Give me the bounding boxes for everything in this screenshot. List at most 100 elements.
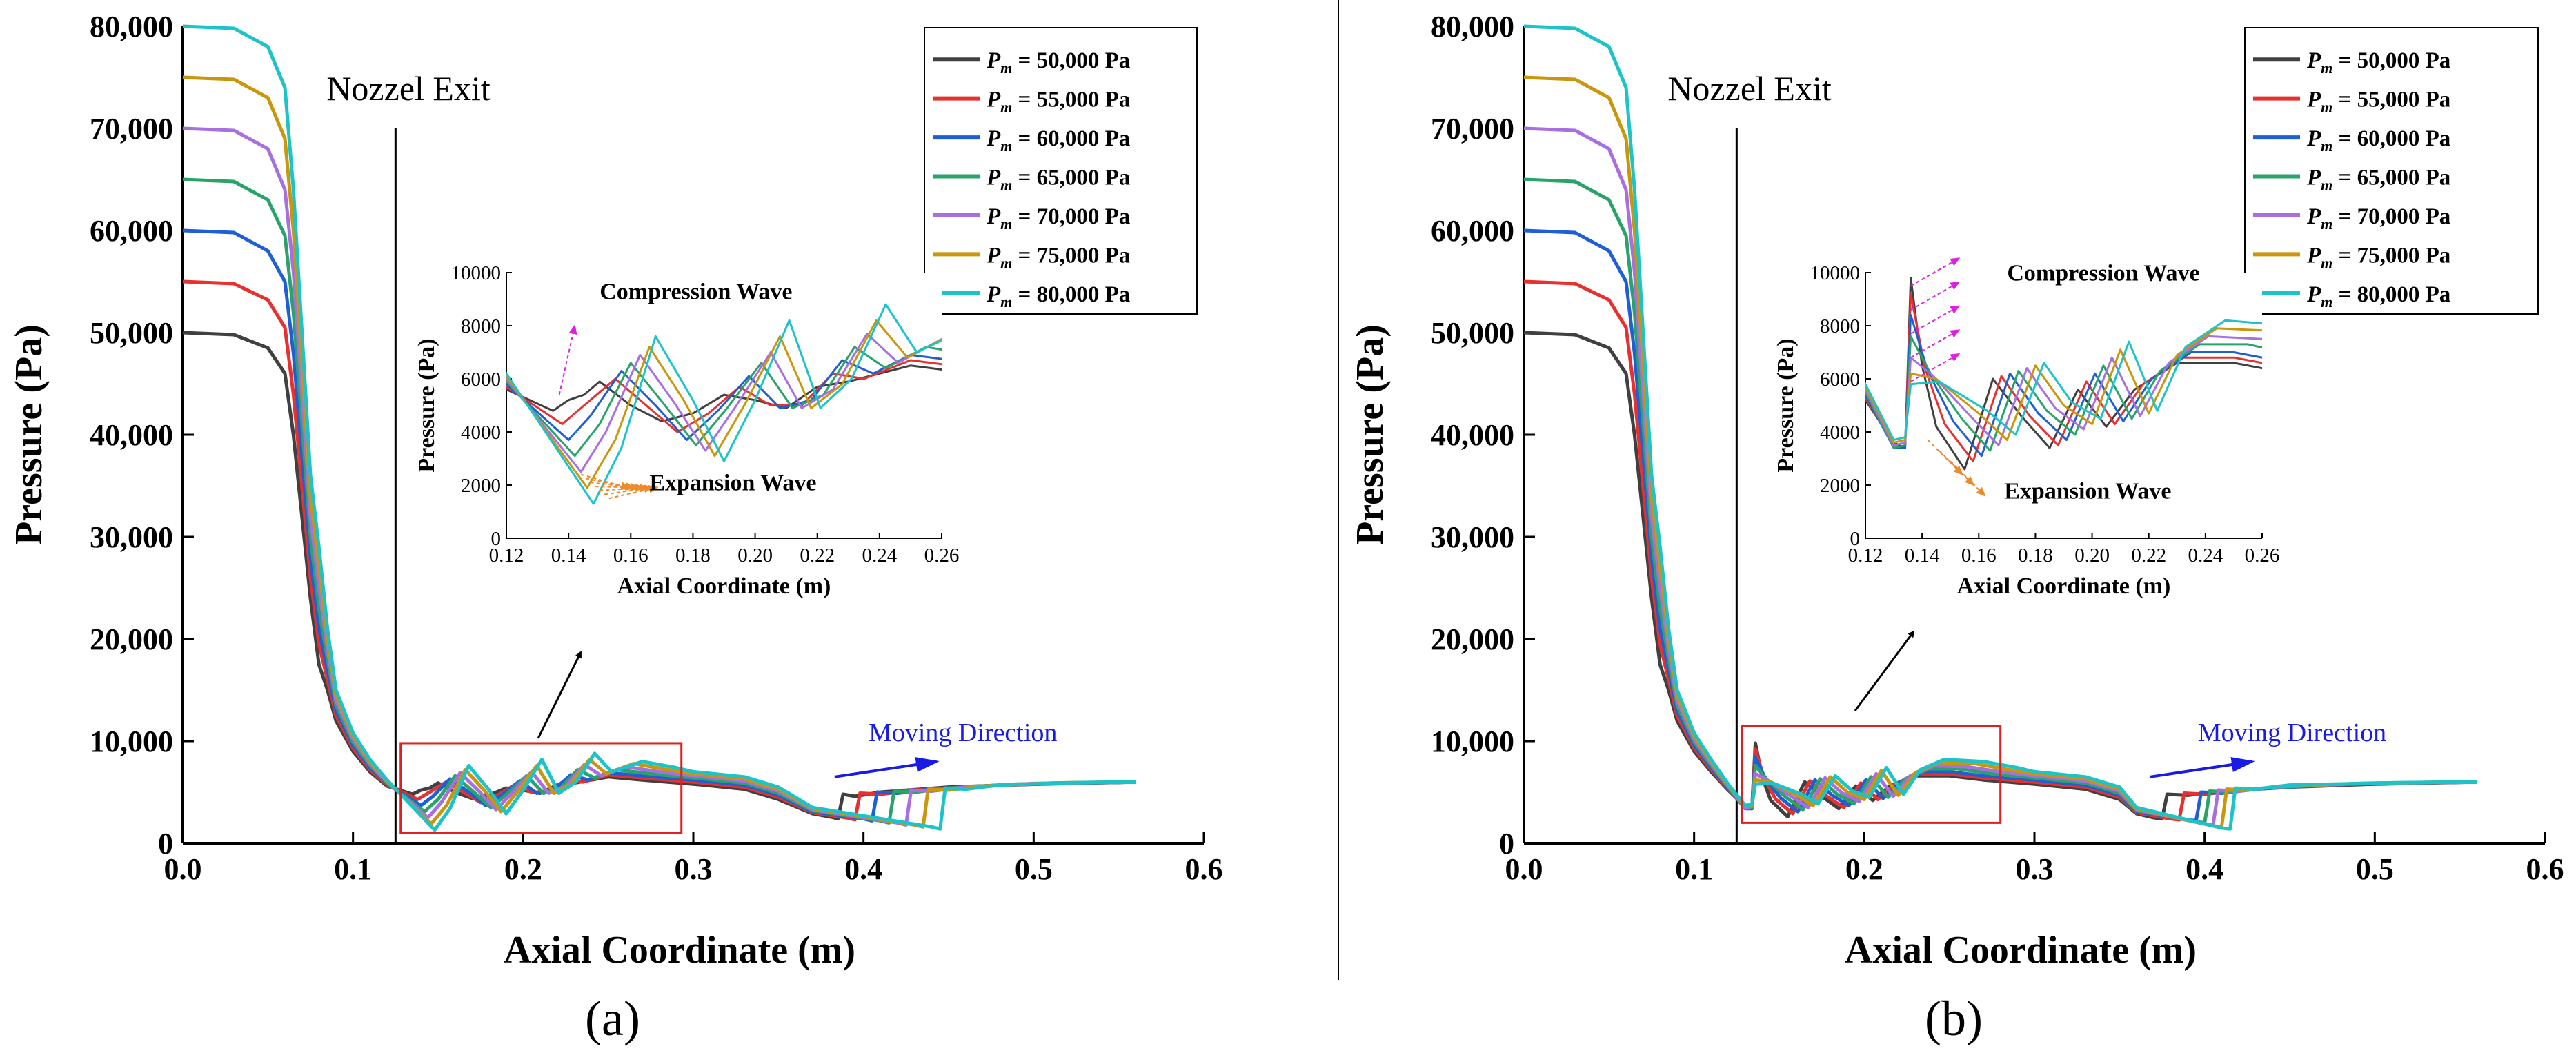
y-tick-label: 10,000	[90, 725, 173, 758]
inset-x-tick-label: 0.20	[2074, 544, 2110, 567]
y-tick-label: 40,000	[90, 418, 173, 452]
expansion-arrow	[590, 482, 640, 491]
y-tick-label: 0	[1499, 827, 1514, 861]
y-tick-label: 60,000	[90, 214, 173, 248]
legend-entry-5: Pm = 70,000 Pa	[2306, 204, 2450, 233]
inset-x-tick-label: 0.12	[1848, 544, 1883, 567]
inset-x-tick-label: 0.22	[800, 544, 835, 567]
expansion-arrow	[604, 484, 654, 495]
inset-series-line-5	[1865, 335, 2262, 446]
y-tick-label: 70,000	[90, 112, 173, 146]
legend-entry-6: Pm = 75,000 Pa	[986, 243, 1130, 271]
y-tick-label: 20,000	[1431, 622, 1514, 656]
inset-x-title: Axial Coordinate (m)	[617, 573, 831, 599]
inset-y-tick-label: 10000	[451, 262, 502, 284]
expansion-arrow	[1950, 460, 1986, 497]
compression-arrow	[1910, 305, 1961, 335]
x-tick-label: 0.0	[164, 852, 202, 886]
y-tick-label: 10,000	[1431, 725, 1514, 758]
legend-entry-7: Pm = 80,000 Pa	[2306, 282, 2450, 311]
inset-x-tick-label: 0.16	[1961, 544, 1997, 567]
panel-label-a: (a)	[585, 991, 640, 1046]
x-axis-title: Axial Coordinate (m)	[1845, 929, 2197, 972]
zoom-box	[1741, 725, 2002, 824]
inset-background	[506, 273, 942, 538]
legend-entry-4: Pm = 65,000 Pa	[2306, 166, 2450, 194]
inset-x-tick-label: 0.24	[862, 544, 897, 567]
inset-plot: 0.12 0.14 0.16 0.18 0.20 0.22 0.24 0.26 0 2000 400…	[414, 262, 960, 599]
x-tick-label: 0.5	[1015, 852, 1053, 886]
legend-entry-6: Pm = 75,000 Pa	[2306, 243, 2450, 271]
inset-x-tick-label: 0.12	[489, 544, 524, 567]
inset-series-line-5	[506, 333, 942, 473]
x-tick-label: 0.3	[2016, 852, 2054, 886]
expansion-wave-label: Expansion Wave	[649, 471, 816, 496]
moving-direction-arrow	[2150, 757, 2255, 778]
inset-series-group	[1865, 277, 2262, 471]
y-tick-label: 70,000	[1431, 112, 1514, 146]
y-tick-label: 50,000	[90, 316, 173, 350]
x-tick-label: 0.4	[2186, 852, 2223, 886]
inset-y-tick-label: 10000	[1810, 262, 1861, 284]
legend-entry-5: Pm = 70,000 Pa	[986, 204, 1130, 233]
y-axis-title: Pressure (Pa)	[8, 324, 50, 545]
inset-series-line-4	[506, 346, 942, 458]
compression-arrow	[1910, 329, 1961, 359]
inset-x-tick-label: 0.18	[2018, 544, 2053, 567]
inset-y-tick-label: 2000	[1820, 475, 1860, 497]
panel-content: 0.0 0.1 0.2 0.3 0.4 0.5 0.6 0 10,000 20,000 30,000…	[8, 10, 1223, 972]
inset-y-tick-label: 0	[1850, 528, 1861, 550]
expansion-arrow	[608, 485, 659, 500]
inset-series-line-1	[1865, 277, 2262, 471]
inset-series-line-7	[1865, 319, 2262, 441]
inset-plot: 0.12 0.14 0.16 0.18 0.20 0.22 0.24 0.26 0 2000 400…	[1773, 257, 2280, 599]
inset-series-line-6	[1865, 327, 2262, 444]
panel-b: (b) 0.0 0.1 0.2 0.3 0.4 0.5 0.6 0 10,000 20,000 30…	[1349, 10, 2564, 1046]
legend-entry-1: Pm = 50,000 Pa	[986, 48, 1130, 77]
moving-direction-label: Moving Direction	[869, 718, 1057, 747]
inset-x-tick-label: 0.20	[737, 544, 773, 567]
inset-series-line-1	[506, 364, 942, 423]
x-tick-label: 0.3	[675, 852, 713, 886]
inset-pointer-arrow	[1854, 630, 1915, 711]
series-line-7	[1523, 24, 2477, 831]
legend-entry-3: Pm = 60,000 Pa	[986, 126, 1130, 155]
series-line-7	[182, 24, 1136, 832]
inset-series-line-6	[506, 319, 942, 489]
x-tick-label: 0.5	[2356, 852, 2394, 886]
moving-direction-arrow	[834, 757, 940, 778]
inset-x-tick-label: 0.26	[924, 544, 960, 567]
legend-box	[2244, 27, 2539, 315]
inset-y-tick-label: 8000	[461, 315, 501, 337]
inset-y-title: Pressure (Pa)	[414, 338, 439, 472]
inset-x-tick-label: 0.14	[551, 544, 586, 567]
legend-box	[924, 27, 1198, 315]
compression-wave-label: Compression Wave	[600, 279, 792, 305]
compression-arrow	[1910, 281, 1961, 311]
inset-x-tick-label: 0.14	[1905, 544, 1940, 567]
x-axis-title: Axial Coordinate (m)	[504, 929, 855, 972]
compression-wave-label: Compression Wave	[2007, 261, 2199, 286]
inset-y-tick-label: 6000	[1820, 368, 1860, 391]
inset-x-title: Axial Coordinate (m)	[1957, 573, 2171, 599]
moving-direction-label: Moving Direction	[2198, 718, 2386, 747]
expansion-arrow	[600, 484, 650, 493]
inset-y-title: Pressure (Pa)	[1773, 338, 1799, 472]
expansion-wave-label: Expansion Wave	[2004, 478, 2171, 504]
y-tick-label: 30,000	[90, 520, 173, 554]
inset-x-tick-label: 0.26	[2245, 544, 2280, 567]
x-tick-label: 0.1	[334, 852, 372, 886]
y-tick-label: 80,000	[1431, 10, 1514, 43]
y-tick-label: 40,000	[1431, 418, 1514, 452]
legend-entry-2: Pm = 55,000 Pa	[986, 88, 1130, 116]
inset-x-tick-label: 0.16	[613, 544, 648, 567]
inset-series-group	[506, 303, 942, 505]
y-tick-label: 30,000	[1431, 520, 1514, 554]
y-tick-label: 50,000	[1431, 316, 1514, 350]
expansion-arrow	[580, 473, 631, 491]
y-tick-label: 20,000	[90, 622, 173, 656]
inset-x-tick-label: 0.24	[2188, 544, 2223, 567]
y-tick-label: 80,000	[90, 10, 173, 43]
compression-arrow	[1910, 353, 1961, 382]
